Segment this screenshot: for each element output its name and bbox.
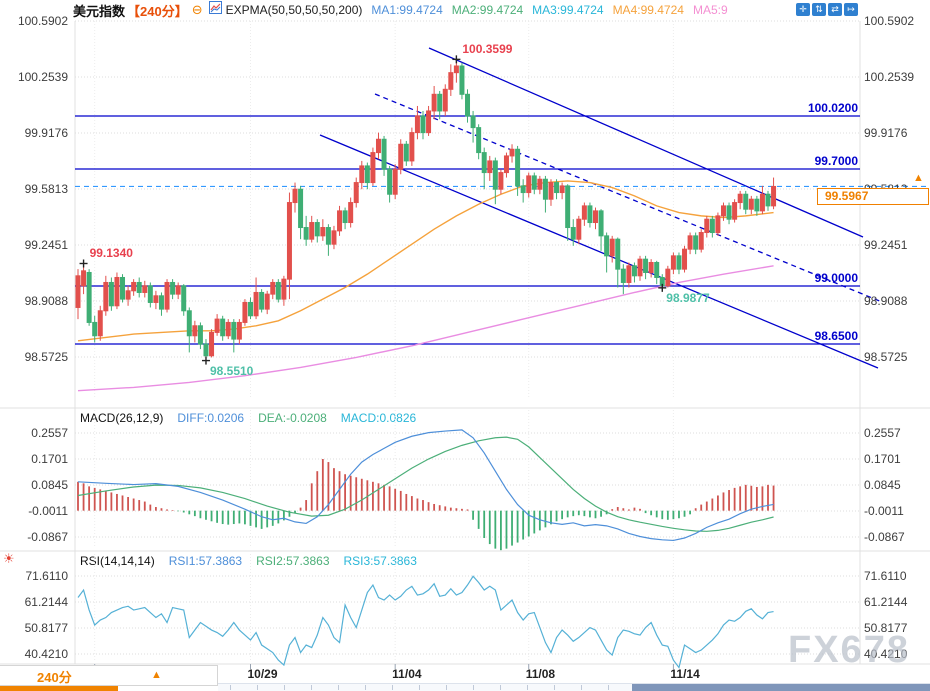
- scrollbar-tick: [338, 685, 339, 690]
- scrollbar-tick: [419, 685, 420, 690]
- ma-value-label: MA4:99.4724: [612, 3, 684, 17]
- candles-layer: [75, 59, 777, 361]
- scrollbar-thumb[interactable]: [632, 684, 930, 691]
- scrollbar-tick: [257, 685, 258, 690]
- chart-type-icon[interactable]: [208, 1, 222, 19]
- timeframe-label: 【240分】: [127, 3, 188, 19]
- scrollbar-tick: [230, 685, 231, 690]
- price-up-arrow-icon: ▲: [913, 172, 924, 184]
- macd-diff-value: DIFF:0.0206: [177, 411, 245, 425]
- current-price-box: 99.5967: [817, 188, 929, 205]
- scrollbar-tick: [446, 685, 447, 690]
- timeframe-tab-arrow-icon: ▲: [151, 669, 162, 681]
- macd-layer: [77, 459, 775, 551]
- rsi-title: RSI(14,14,14): [80, 554, 155, 568]
- active-tab-indicator: [0, 686, 118, 691]
- scrollbar-tick: [473, 685, 474, 690]
- chart-toolbar: ✛ ⇅ ⇄ ↦: [796, 3, 858, 16]
- macd-dea-value: DEA:-0.0208: [258, 411, 327, 425]
- axis-pan-tool-icon[interactable]: ⇄: [828, 3, 842, 16]
- scrollbar-tick: [500, 685, 501, 690]
- watermark: FX678: [788, 629, 910, 671]
- scrollbar-tick: [581, 685, 582, 690]
- expma-line: [77, 180, 774, 342]
- scrollbar-tick: [365, 685, 366, 690]
- crosshair-tool-icon[interactable]: ✛: [796, 3, 810, 16]
- rsi2-value: RSI2:57.3863: [256, 554, 330, 568]
- rsi-title-row: RSI(14,14,14) RSI1:57.3863 RSI2:57.3863 …: [80, 554, 417, 568]
- ma-value-label: MA2:99.4724: [451, 3, 524, 17]
- macd-title: MACD(26,12,9): [80, 411, 164, 425]
- indicator-label: EXPMA(50,50,50,50,200): [225, 3, 363, 17]
- diff-line: [77, 429, 774, 542]
- symbol-title: 美元指数: [73, 3, 126, 19]
- ma-values-row: MA1:99.4724 MA2:99.4724 MA3:99.4724 MA4:99.…: [362, 3, 727, 17]
- time-scrollbar[interactable]: [218, 683, 930, 691]
- trendline: [428, 47, 864, 238]
- rsi-line: [77, 575, 774, 669]
- timeframe-tab-label: 240分: [37, 670, 72, 685]
- scrollbar-tick: [311, 685, 312, 690]
- rsi3-value: RSI3:57.3863: [343, 554, 417, 568]
- rsi1-value: RSI1:57.3863: [168, 554, 243, 568]
- trendline: [319, 134, 879, 369]
- collapse-icon[interactable]: ⊖: [191, 2, 203, 17]
- scrollbar-tick: [284, 685, 285, 690]
- scrollbar-tick: [608, 685, 609, 690]
- scrollbar-tick: [554, 685, 555, 690]
- macd-value: MACD:0.0826: [340, 411, 417, 425]
- dashed-trendline: [374, 93, 883, 303]
- ma-value-label: MA5:9: [692, 3, 728, 17]
- macd-title-row: MACD(26,12,9) DIFF:0.0206 DEA:-0.0208 MA…: [80, 411, 416, 425]
- indicator-settings-icon[interactable]: ☀: [3, 551, 15, 566]
- ma-value-label: MA1:99.4724: [371, 3, 443, 17]
- chart-header: 美元指数 【240分】 ⊖ EXPMA(50,50,50,50,200) MA1…: [73, 1, 728, 19]
- ma-value-label: MA3:99.4724: [532, 3, 604, 17]
- dea-line: [77, 436, 774, 532]
- ma200-line: [77, 265, 774, 392]
- jump-to-latest-icon[interactable]: ↦: [844, 3, 858, 16]
- scrollbar-tick: [527, 685, 528, 690]
- scrollbar-tick: [392, 685, 393, 690]
- axis-scale-tool-icon[interactable]: ⇅: [812, 3, 826, 16]
- timeframe-tab[interactable]: 240分 ▲: [0, 665, 218, 686]
